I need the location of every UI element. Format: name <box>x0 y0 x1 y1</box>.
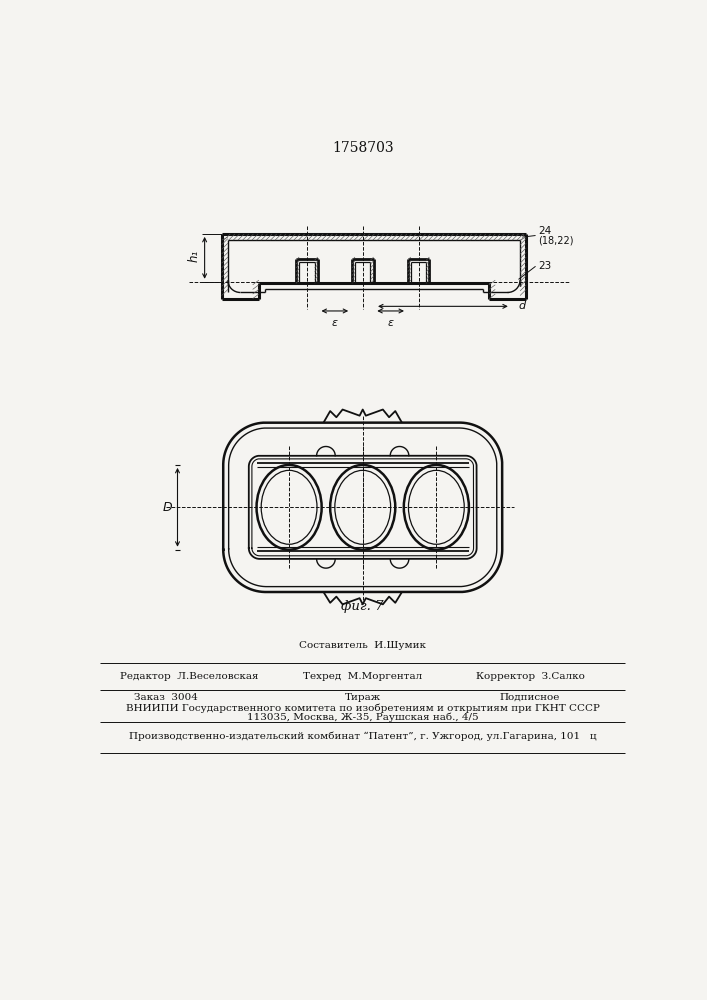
Text: фиг. 7: фиг. 7 <box>341 600 384 613</box>
Text: ε: ε <box>332 318 338 328</box>
Text: Подписное: Подписное <box>500 693 561 702</box>
Text: Корректор  З.Салко: Корректор З.Салко <box>476 672 585 681</box>
Text: ВНИИПИ Государственного комитета по изобретениям и открытиям при ГКНТ СССР: ВНИИПИ Государственного комитета по изоб… <box>126 704 600 713</box>
Text: 1758703: 1758703 <box>332 141 394 155</box>
Text: D: D <box>163 501 173 514</box>
Text: (18,22): (18,22) <box>538 235 573 245</box>
Text: d: d <box>518 301 525 311</box>
Text: Заказ  3004: Заказ 3004 <box>134 693 198 702</box>
Text: Составитель  И.Шумик: Составитель И.Шумик <box>299 641 426 650</box>
Text: Тираж: Тираж <box>345 693 381 702</box>
Text: Производственно-издательский комбинат “Патент”, г. Ужгород, ул.Гагарина, 101   ц: Производственно-издательский комбинат “П… <box>129 731 597 741</box>
Text: 24: 24 <box>538 226 551 236</box>
Text: Редактор  Л.Веселовская: Редактор Л.Веселовская <box>120 672 258 681</box>
Text: 113035, Москва, Ж-35, Раушская наб., 4/5: 113035, Москва, Ж-35, Раушская наб., 4/5 <box>247 713 479 722</box>
Text: h₁: h₁ <box>187 250 200 262</box>
Text: Техред  М.Моргентал: Техред М.Моргентал <box>303 672 422 681</box>
Text: ε: ε <box>387 318 394 328</box>
Text: 23: 23 <box>538 261 551 271</box>
